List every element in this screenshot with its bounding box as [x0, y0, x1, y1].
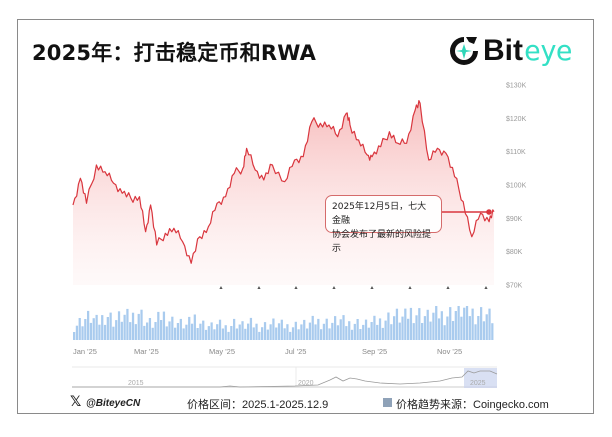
x-twitter-icon[interactable]: 𝕏 — [70, 393, 82, 409]
navigator-year-label: 2020 — [298, 380, 314, 387]
event-marker-icon[interactable] — [484, 286, 488, 289]
x-tick-label: May '25 — [209, 347, 235, 356]
event-marker-icon[interactable] — [370, 286, 374, 289]
annotation-line-2: 协会发布了最新的风险提示 — [332, 230, 432, 254]
event-marker-icon[interactable] — [294, 286, 298, 289]
event-markers — [219, 286, 488, 289]
price-range-label: 价格区间：2025.1-2025.12.9 — [187, 399, 329, 411]
twitter-handle[interactable]: @BiteyeCN — [86, 398, 141, 409]
annotation-callout: 2025年12月5日，七大金融 协会发布了最新的风险提示 — [325, 195, 442, 254]
event-marker-icon[interactable] — [408, 286, 412, 289]
event-marker-icon[interactable] — [219, 286, 223, 289]
y-axis-labels: $130K $120K $110K $100K $90K $80K $70K — [506, 83, 527, 290]
navigator-year-label: 2015 — [128, 380, 144, 387]
bar-chart-icon — [383, 398, 392, 407]
navigator-selection[interactable] — [464, 368, 497, 388]
x-tick-label: Jan '25 — [73, 347, 97, 356]
navigator[interactable]: 2015 2020 2025 — [72, 366, 498, 388]
price-line — [72, 100, 495, 264]
event-marker-icon[interactable] — [446, 286, 450, 289]
source-label: 价格趋势来源：Coingecko.com — [396, 399, 549, 411]
volume-bars — [73, 306, 494, 340]
biteye-logo: Bit eye — [447, 33, 573, 69]
event-marker-icon[interactable] — [257, 286, 261, 289]
annotation-line-1: 2025年12月5日，七大金融 — [332, 202, 427, 226]
x-axis-labels: Jan '25 Mar '25 May '25 Jul '25 Sep '25 Nov '… — [73, 347, 462, 356]
y-tick-label: $70K — [506, 283, 523, 290]
logo-text-accent: eye — [524, 34, 573, 67]
x-tick-label: Jul '25 — [285, 347, 306, 356]
price-area — [73, 100, 494, 285]
event-marker-icon[interactable] — [332, 286, 336, 289]
annotation-point[interactable] — [486, 209, 492, 215]
x-tick-label: Nov '25 — [437, 347, 462, 356]
y-tick-label: $120K — [506, 116, 527, 123]
x-tick-label: Mar '25 — [134, 347, 159, 356]
y-tick-label: $110K — [506, 149, 526, 156]
y-tick-label: $130K — [506, 83, 527, 90]
eye-logo-icon — [450, 37, 478, 65]
y-tick-label: $100K — [506, 183, 527, 190]
logo-text-main: Bit — [483, 34, 523, 67]
navigator-year-label: 2025 — [470, 380, 486, 387]
y-tick-label: $80K — [506, 249, 523, 256]
chart-title: 2025年：打击稳定币和RWA — [32, 41, 317, 65]
x-tick-label: Sep '25 — [362, 347, 387, 356]
y-tick-label: $90K — [506, 216, 523, 223]
